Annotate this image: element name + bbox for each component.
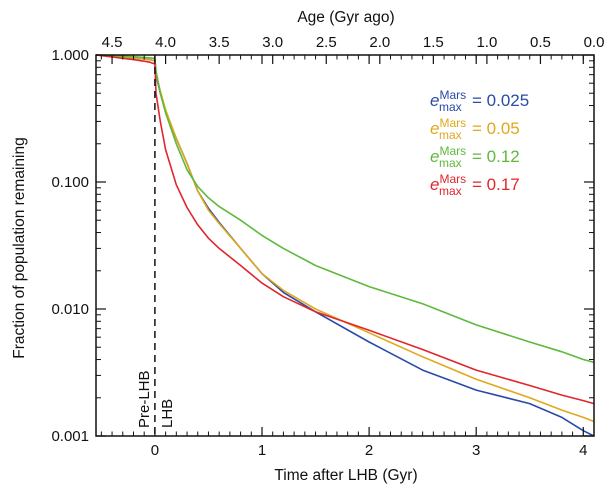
- legend-sub: max: [439, 128, 462, 142]
- y-tick-label: 0.001: [51, 428, 89, 445]
- legend-label: eMars: [430, 144, 466, 166]
- x-axis-title: Time after LHB (Gyr): [274, 467, 417, 484]
- y-tick-label: 0.100: [51, 174, 89, 191]
- x2-tick-label: 1.0: [476, 34, 497, 51]
- legend-sub: max: [439, 100, 462, 114]
- pre-lhb-label: Pre-LHB: [136, 370, 153, 428]
- x2-tick-label: 1.5: [423, 34, 444, 51]
- plot-frame: [95, 54, 595, 437]
- x2-tick-label: 0.5: [530, 34, 551, 51]
- x-tick-label: 2: [365, 442, 373, 459]
- y-tick-label: 1.000: [51, 47, 89, 64]
- lhb-label: LHB: [159, 399, 176, 428]
- legend-sub: max: [439, 156, 462, 170]
- x2-tick-label: 4.5: [102, 34, 123, 51]
- legend-sub: max: [439, 184, 462, 198]
- legend-value: = 0.025: [472, 91, 529, 110]
- y-tick-label: 0.010: [51, 301, 89, 318]
- x-tick-label: 3: [472, 442, 480, 459]
- x-tick-label: 4: [579, 442, 587, 459]
- top-axis-title: Age (Gyr ago): [297, 9, 394, 26]
- x-tick-label: 0: [151, 442, 159, 459]
- axes-group: 0 1 2 3 4 4.5 4.0 3.5 3.0 2.5 2.0 1.5 1.0 0.5 0.0 1.000…: [51, 34, 604, 459]
- legend-value: = 0.05: [472, 119, 520, 138]
- legend-label: eMars: [430, 116, 466, 138]
- legend-value: = 0.17: [472, 175, 520, 194]
- x2-tick-label: 2.0: [369, 34, 390, 51]
- x2-tick-label: 3.5: [209, 34, 230, 51]
- x-tick-label: 1: [258, 442, 266, 459]
- x2-tick-label: 3.0: [262, 34, 283, 51]
- y-axis-title: Fraction of population remaining: [11, 137, 28, 358]
- x2-tick-label: 0.0: [584, 34, 605, 51]
- x2-tick-label: 2.5: [316, 34, 337, 51]
- legend-value: = 0.12: [472, 147, 520, 166]
- legend-label: eMars: [430, 172, 466, 194]
- legend-label: eMars: [430, 88, 466, 110]
- x2-tick-label: 4.0: [155, 34, 176, 51]
